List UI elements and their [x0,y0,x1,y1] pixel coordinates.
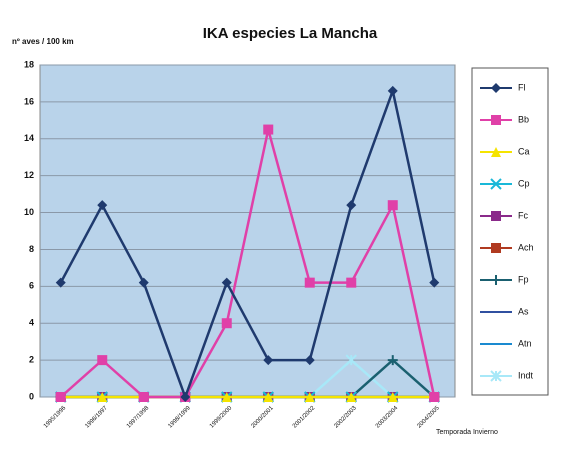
y-tick-label: 18 [24,59,34,69]
marker [304,392,315,402]
marker [263,392,274,402]
marker [387,200,398,211]
legend-label: Atn [518,338,532,348]
marker [345,354,357,366]
marker [304,277,315,288]
marker [429,277,440,288]
legend-label: Ach [518,242,534,252]
legend-marker [490,178,502,190]
marker [346,277,357,288]
marker [180,392,191,402]
marker [221,318,232,329]
y-tick-label: 8 [29,244,34,254]
marker [97,200,108,211]
y-tick-label: 0 [29,391,34,401]
series-line [59,129,436,399]
series-line [59,86,436,401]
marker [138,392,149,402]
legend-label: Fc [518,210,528,220]
marker [221,392,232,402]
marker [97,392,108,402]
legend-label: As [518,306,529,316]
marker [138,277,149,288]
y-tick-label: 14 [24,133,34,143]
marker [387,392,398,402]
chart-title: IKA especies La Mancha [203,25,378,42]
y-tick-label: 2 [29,354,34,364]
y-tick-label: 16 [24,96,34,106]
legend-label: Fp [518,274,529,284]
y-tick-label: 10 [24,207,34,217]
legend-box [471,67,549,396]
x-axis-label: Temporada Invierno [436,429,498,436]
marker [97,355,108,366]
legend-marker [491,115,501,125]
legend-label: Bb [518,114,529,124]
marker [387,85,398,96]
legend-marker [490,370,502,382]
marker [263,355,274,366]
legend-marker [491,243,501,253]
marker [55,277,66,288]
y-axis-label: nº aves / 100 km [12,37,74,46]
marker [346,392,357,402]
marker [221,277,232,288]
marker [387,355,398,366]
marker [304,355,315,366]
marker [346,200,357,211]
marker [263,124,274,135]
legend-marker [491,147,501,157]
y-tick-label: 4 [29,318,34,328]
y-tick-label: 6 [29,281,34,291]
legend-marker [491,211,501,221]
legend-marker [491,83,501,93]
legend-label: Indt [518,370,534,380]
y-tick-label: 12 [24,170,34,180]
legend-label: Fl [518,82,526,92]
legend-label: Ca [518,146,530,156]
marker [55,392,66,402]
legend-marker [491,275,501,285]
marker [429,392,440,402]
legend-label: Cp [518,178,530,188]
